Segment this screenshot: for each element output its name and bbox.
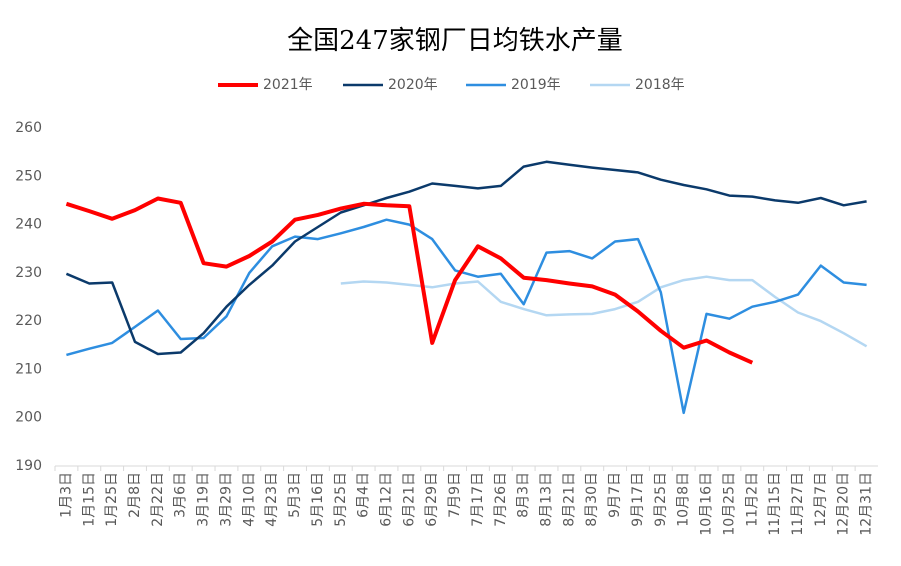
x-tick-label: 1月3日 — [58, 472, 74, 518]
x-tick-label: 11月27日 — [790, 472, 806, 536]
x-tick-label: 9月17日 — [630, 472, 646, 527]
x-tick-label: 12月20日 — [836, 472, 852, 536]
x-tick-label: 2月8日 — [127, 472, 143, 518]
y-tick-label: 230 — [15, 265, 42, 281]
x-tick-label: 12月31日 — [859, 472, 875, 536]
y-tick-label: 250 — [15, 168, 42, 184]
x-tick-label: 10月25日 — [721, 472, 737, 536]
x-tick-label: 8月30日 — [584, 472, 600, 527]
series-line — [65, 160, 867, 356]
series-line — [340, 275, 868, 348]
chart-title: 全国247家钢厂日均铁水产量 — [287, 26, 623, 56]
x-tick-label: 3月6日 — [173, 472, 189, 518]
x-tick-label: 9月25日 — [653, 472, 669, 527]
x-tick-label: 6月4日 — [356, 472, 372, 518]
legend-label: 2019年 — [511, 77, 561, 93]
x-tick-label: 7月9日 — [447, 472, 463, 518]
x-tick-label: 11月2日 — [744, 472, 760, 527]
y-tick-label: 200 — [15, 410, 42, 426]
x-tick-label: 1月15日 — [81, 472, 97, 527]
x-tick-label: 10月16日 — [699, 472, 715, 536]
x-tick-label: 3月29日 — [218, 472, 234, 527]
y-tick-label: 240 — [15, 217, 42, 233]
x-tick-label: 6月29日 — [424, 472, 440, 527]
x-tick-label: 6月12日 — [378, 472, 394, 527]
x-tick-label: 7月17日 — [470, 472, 486, 527]
x-tick-label: 8月3日 — [516, 472, 532, 518]
x-tick-label: 12月7日 — [813, 472, 829, 527]
legend-label: 2021年 — [263, 77, 313, 93]
y-tick-label: 190 — [15, 458, 42, 474]
x-tick-label: 8月13日 — [539, 472, 555, 527]
x-tick-label: 2月22日 — [150, 472, 166, 527]
legend-label: 2020年 — [388, 77, 438, 93]
x-tick-label: 3月19日 — [196, 472, 212, 527]
x-tick-label: 7月26日 — [493, 472, 509, 527]
series-line — [65, 196, 754, 365]
x-tick-label: 8月21日 — [561, 472, 577, 527]
x-tick-label: 9月7日 — [607, 472, 623, 518]
y-tick-label: 210 — [15, 361, 42, 377]
x-tick-label: 4月10日 — [241, 472, 257, 527]
x-tick-label: 5月16日 — [310, 472, 326, 527]
y-tick-label: 220 — [15, 313, 42, 329]
x-tick-label: 5月25日 — [333, 472, 349, 527]
x-tick-label: 11月15日 — [767, 472, 783, 536]
x-tick-label: 6月21日 — [401, 472, 417, 527]
legend-label: 2018年 — [635, 77, 685, 93]
y-tick-label: 260 — [15, 120, 42, 136]
series-line — [66, 218, 867, 415]
x-tick-label: 1月25日 — [104, 472, 120, 527]
x-tick-label: 10月8日 — [676, 472, 692, 527]
x-tick-label: 5月3日 — [287, 472, 303, 518]
x-tick-label: 4月23日 — [264, 472, 280, 527]
